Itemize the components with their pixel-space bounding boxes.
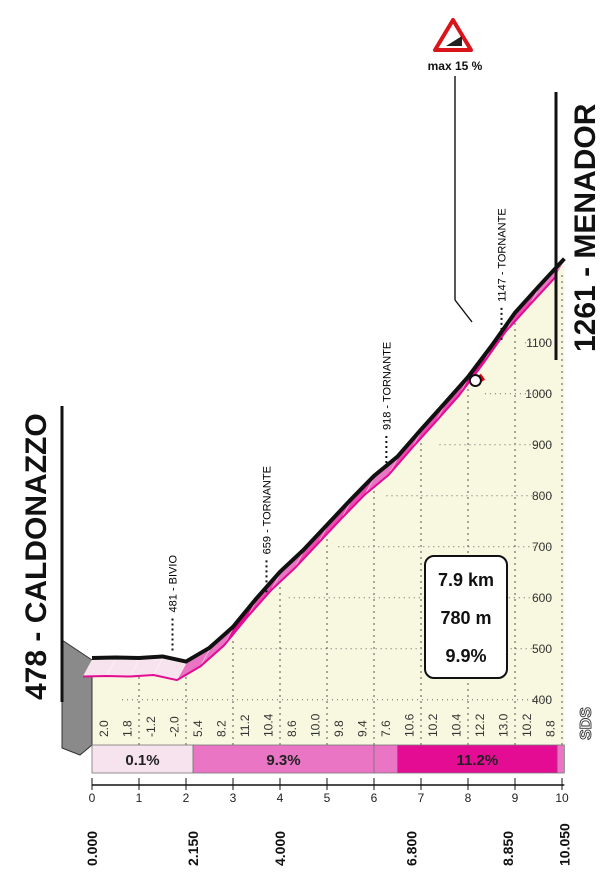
elevation-tick-label: 900 xyxy=(532,438,552,452)
elevation-tick-label: 1000 xyxy=(525,387,552,401)
elevation-tick-label: 1100 xyxy=(526,336,552,350)
distance-tick-label: 0 xyxy=(89,791,96,805)
gradient-label: 9.8 xyxy=(332,720,346,737)
distance-tick-label: 9 xyxy=(512,791,519,805)
gradient-label: 7.6 xyxy=(379,720,393,737)
max-gradient-pointer-tip xyxy=(454,299,473,323)
gradient-label: 10.4 xyxy=(449,713,463,737)
max-gradient-point xyxy=(468,374,482,388)
elevation-tick-label: 500 xyxy=(532,642,552,656)
segment-block xyxy=(91,744,194,774)
segment-block xyxy=(373,744,398,774)
gradient-label: 13.0 xyxy=(496,713,510,737)
gradient-label: 1.8 xyxy=(120,720,134,737)
gradient-label: 10.0 xyxy=(308,713,322,737)
segment-gradient-label: 9.3% xyxy=(266,752,300,769)
key-distance-label: 0.000 xyxy=(84,831,100,866)
stats-distance: 7.9 km xyxy=(438,570,494,590)
climb-body xyxy=(82,260,565,682)
annotation-label: 918 - TORNANTE xyxy=(381,342,393,430)
gradient-label: 10.4 xyxy=(261,713,275,737)
distance-tick-label: 7 xyxy=(418,791,425,805)
distance-tick-label: 6 xyxy=(371,791,378,805)
gradient-label: -2.0 xyxy=(167,716,181,737)
annotation-label: 481 - BIVIO xyxy=(168,555,180,613)
gradient-label: 8.8 xyxy=(543,720,557,737)
gradient-label: 10.2 xyxy=(426,713,440,737)
annotation-label: 1147 - TORNANTE xyxy=(497,208,509,302)
stats-average-gradient: 9.9% xyxy=(445,646,486,666)
gradient-label: 9.4 xyxy=(355,720,369,737)
segment-block xyxy=(397,744,558,774)
gradient-label: 5.4 xyxy=(191,720,205,737)
gradient-label: -1.2 xyxy=(144,716,158,737)
distance-tick-label: 10 xyxy=(555,791,569,805)
distance-tick-label: 5 xyxy=(324,791,331,805)
key-distance-label: 8.850 xyxy=(500,831,516,866)
finish-label: 1261 - MENADOR xyxy=(569,103,602,352)
distance-tick-label: 2 xyxy=(183,791,190,805)
stats-box: 7.9 km 780 m 9.9% xyxy=(424,555,508,679)
segment-gradient-label: 0.1% xyxy=(125,752,159,769)
distance-tick-label: 8 xyxy=(465,791,472,805)
annotations: 481 - BIVIO 659 - TORNANTE 918 - TORNANTE 1… xyxy=(168,208,509,651)
gradient-label: 12.2 xyxy=(473,713,487,737)
sds-logo: SDS xyxy=(578,707,595,740)
grid-lines xyxy=(138,271,563,745)
profile-side-wall xyxy=(61,639,93,756)
distance-tick-label: 3 xyxy=(230,791,237,805)
profile-crest-line xyxy=(91,257,566,664)
elevation-axis: 400 500 600 700 800 900 1000 1100 xyxy=(122,336,552,707)
key-distance-label: 2.150 xyxy=(185,831,201,866)
stats-box-frame xyxy=(424,555,508,679)
annotation-label: 659 - TORNANTE xyxy=(262,466,274,554)
elevation-tick-label: 600 xyxy=(532,591,552,605)
max-gradient-label: max 15 % xyxy=(428,59,483,73)
segment-bar: 0.1% 9.3% 11.2% xyxy=(91,744,565,774)
key-distance-label: 4.000 xyxy=(272,831,288,866)
start-label: 478 - CALDONAZZO xyxy=(20,413,53,700)
key-distance-label: 6.800 xyxy=(404,831,420,866)
distance-tick-label: 1 xyxy=(136,791,143,805)
distance-axis: 0 1 2 3 4 5 6 7 8 9 10 0.000 2.150 4.000 6.800 8.850 10.… xyxy=(84,778,572,866)
key-distance-label: 10.050 xyxy=(556,823,572,866)
segment-block xyxy=(192,744,375,774)
gradient-label: 8.2 xyxy=(214,720,228,737)
slope-icon xyxy=(446,36,462,46)
gradient-label: 10.6 xyxy=(402,713,416,737)
gradient-label: 2.0 xyxy=(97,720,111,737)
gradient-label: 11.2 xyxy=(238,714,252,737)
segment-gradient-label: 11.2% xyxy=(457,752,499,769)
gradient-labels: 2.0 1.8 -1.2 -2.0 5.4 8.2 11.2 10.4 8.6 10.0 9.8 9.… xyxy=(97,713,558,737)
gradient-label: 10.2 xyxy=(520,713,534,737)
segment-block xyxy=(556,744,565,774)
max-gradient-badge: max 15 % xyxy=(428,18,483,323)
elevation-tick-label: 700 xyxy=(532,540,552,554)
gradient-label: 8.6 xyxy=(285,720,299,737)
elevation-tick-label: 800 xyxy=(532,489,552,503)
elevation-tick-label: 400 xyxy=(532,693,552,707)
stats-elevation-gain: 780 m xyxy=(440,608,491,628)
distance-tick-label: 4 xyxy=(277,791,284,805)
